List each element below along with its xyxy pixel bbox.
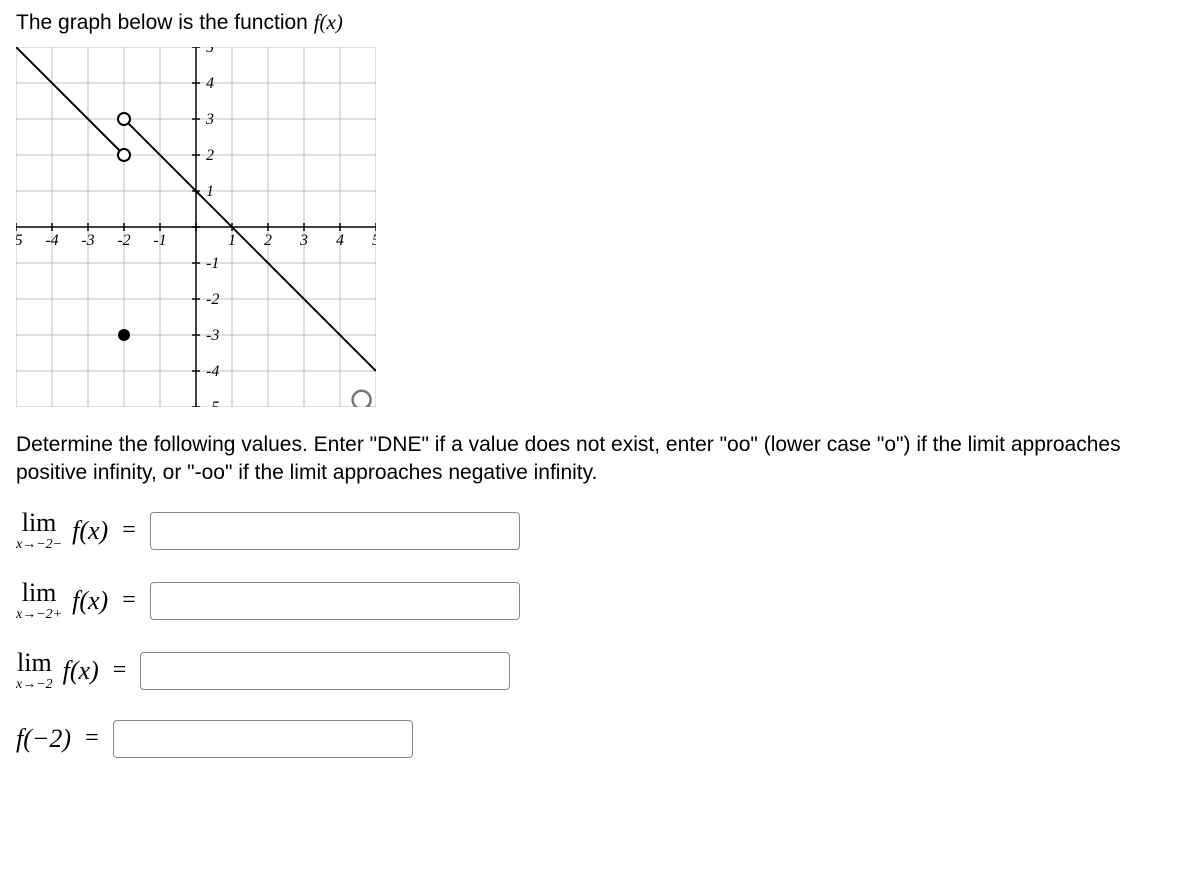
- title-fn: f(x): [314, 10, 343, 34]
- equals-sign: =: [113, 657, 127, 684]
- answer-input-3[interactable]: [140, 652, 510, 690]
- limit-expression: lim x→−2+: [16, 580, 62, 622]
- page-title: The graph below is the function f(x): [16, 10, 1184, 35]
- svg-text:3: 3: [299, 232, 308, 249]
- question-3: lim x→−2 f(x) =: [16, 650, 1184, 692]
- svg-text:-5: -5: [206, 399, 219, 407]
- equals-sign: =: [122, 517, 136, 544]
- svg-text:2: 2: [264, 232, 272, 249]
- title-prefix: The graph below is the function: [16, 11, 314, 34]
- svg-text:5: 5: [372, 232, 376, 249]
- fx-label: f(x): [72, 586, 108, 616]
- lim-subscript: x→−2: [16, 678, 53, 692]
- svg-text:-1: -1: [153, 232, 166, 249]
- svg-text:-2: -2: [117, 232, 130, 249]
- answer-input-1[interactable]: [150, 512, 520, 550]
- svg-text:1: 1: [206, 183, 214, 200]
- svg-text:-2: -2: [206, 291, 219, 308]
- limit-expression: lim x→−2−: [16, 510, 62, 552]
- equals-sign: =: [122, 587, 136, 614]
- fx-label: f(x): [63, 656, 99, 686]
- svg-text:-5: -5: [16, 232, 23, 249]
- answer-input-4[interactable]: [113, 720, 413, 758]
- f-of-label: f(−2): [16, 724, 71, 754]
- svg-text:4: 4: [206, 75, 214, 92]
- lim-word: lim: [22, 510, 57, 536]
- fx-label: f(x): [72, 516, 108, 546]
- function-graph: -5 -4 -3 -2 -1 1 2 3 4 5 -5 -4 -3 -2 -1 1 2 3 4 5: [16, 47, 376, 407]
- lim-subscript: x→−2+: [16, 608, 62, 622]
- svg-text:-4: -4: [206, 363, 219, 380]
- answer-input-2[interactable]: [150, 582, 520, 620]
- svg-text:5: 5: [206, 47, 214, 56]
- lim-subscript: x→−2−: [16, 538, 62, 552]
- svg-text:-4: -4: [45, 232, 58, 249]
- svg-text:-3: -3: [81, 232, 94, 249]
- instructions-text: Determine the following values. Enter "D…: [16, 431, 1184, 488]
- svg-text:4: 4: [336, 232, 344, 249]
- lim-word: lim: [22, 580, 57, 606]
- limit-expression: lim x→−2: [16, 650, 53, 692]
- svg-text:-3: -3: [206, 327, 219, 344]
- svg-text:3: 3: [205, 111, 214, 128]
- question-1: lim x→−2− f(x) =: [16, 510, 1184, 552]
- question-4: f(−2) =: [16, 720, 1184, 758]
- svg-text:2: 2: [206, 147, 214, 164]
- lim-word: lim: [17, 650, 52, 676]
- question-2: lim x→−2+ f(x) =: [16, 580, 1184, 622]
- svg-text:1: 1: [228, 232, 236, 249]
- graph-container: -5 -4 -3 -2 -1 1 2 3 4 5 -5 -4 -3 -2 -1 1 2 3 4 5: [16, 47, 1184, 413]
- svg-text:-1: -1: [206, 255, 219, 272]
- equals-sign: =: [85, 725, 99, 752]
